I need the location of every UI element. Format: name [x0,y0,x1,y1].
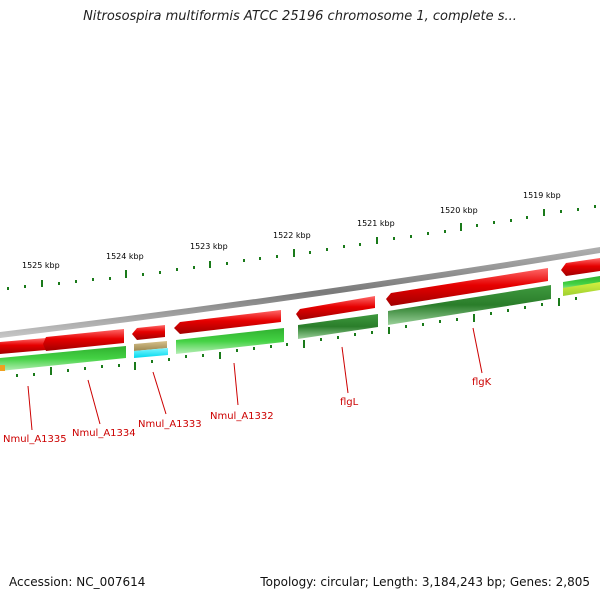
outer-ruler: 1525 kbp 1524 kbp 1523 kbp 1522 kbp 1521… [7,191,596,290]
ruler-label: 1520 kbp [440,206,478,215]
gene-red-small[interactable] [132,325,165,340]
gene-cyan-feature[interactable] [134,348,168,358]
gene-red-5[interactable] [296,296,375,320]
gene-labels: Nmul_A1335 Nmul_A1334 Nmul_A1333 Nmul_A1… [3,327,492,445]
gene-flgl[interactable] [298,314,378,339]
gene-tan-feature[interactable] [134,341,167,351]
leader-line [341,346,349,394]
map-title: Nitrosospira multiformis ATCC 25196 chro… [83,9,517,24]
inner-ruler-ticks [16,297,577,377]
leader-line [233,362,239,406]
gene-label[interactable]: Nmul_A1332 [210,411,274,422]
gene-nmul-a1332[interactable] [174,310,281,334]
gene-label[interactable]: Nmul_A1334 [72,428,136,439]
leader-line [87,379,101,425]
ruler-label: 1523 kbp [190,242,228,251]
gene-orange-edge[interactable] [0,365,5,371]
leader-line [472,327,483,374]
ruler-label: 1522 kbp [273,231,311,240]
gene-label[interactable]: Nmul_A1335 [3,434,67,445]
reverse-strand-genes [0,276,600,371]
ruler-label: 1525 kbp [22,261,60,270]
gene-yellow-green[interactable] [563,282,600,296]
gene-label[interactable]: flgL [340,397,359,408]
ruler-label: 1521 kbp [357,219,395,228]
leader-line [27,385,33,431]
gene-label[interactable]: flgK [472,377,492,388]
ruler-label: 1519 kbp [523,191,561,200]
gene-red-6[interactable] [386,268,548,306]
chromosome-backbone [0,247,600,338]
gene-nmul-a1334[interactable] [43,329,124,351]
leader-line [152,371,167,415]
genome-summary-text: Topology: circular; Length: 3,184,243 bp… [260,575,590,589]
gene-green-a[interactable] [0,346,126,371]
gene-red-7[interactable] [561,258,600,276]
gene-nmul-a1335[interactable] [0,338,46,354]
gene-flgk[interactable] [388,285,551,325]
gene-label[interactable]: Nmul_A1333 [138,419,202,430]
ruler-label: 1524 kbp [106,252,144,261]
forward-strand-genes [0,258,600,354]
accession-text: Accession: NC_007614 [9,575,146,589]
gene-green-b[interactable] [176,328,284,354]
ruler-ticks [7,205,596,290]
